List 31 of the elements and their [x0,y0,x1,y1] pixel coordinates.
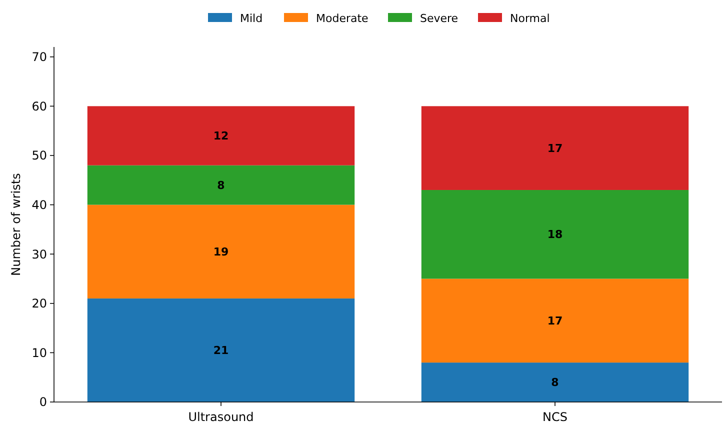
data-label: 8 [551,376,559,390]
bar [87,298,355,402]
y-tick-label: 70 [32,50,47,64]
bar [87,204,355,298]
data-label: 8 [217,178,225,192]
y-tick-label: 30 [32,247,47,262]
x-tick-label: NCS [542,410,568,423]
legend-label: Severe [420,12,458,25]
y-tick-label: 60 [32,99,47,114]
data-label: 18 [547,228,563,242]
bar [421,362,689,402]
data-label: 19 [213,245,229,258]
y-axis-title: Number of wrists [9,173,23,276]
legend-label: Mild [240,12,263,25]
y-tick-label: 0 [39,395,47,410]
bar [421,106,689,190]
bar [421,278,689,363]
legend-label: Moderate [316,12,369,25]
data-label: 12 [213,130,229,143]
y-tick-label: 50 [32,148,47,163]
bar [421,190,689,279]
bar [87,106,355,166]
y-tick-label: 10 [32,346,47,360]
y-tick-label: 20 [32,296,47,311]
y-tick-label: 40 [32,198,47,212]
data-label: 17 [547,142,563,155]
x-tick-label: Ultrasound [188,410,254,423]
data-label: 17 [547,314,563,328]
legend-label: Normal [510,12,550,25]
bar [87,165,355,205]
data-label: 21 [213,344,229,358]
